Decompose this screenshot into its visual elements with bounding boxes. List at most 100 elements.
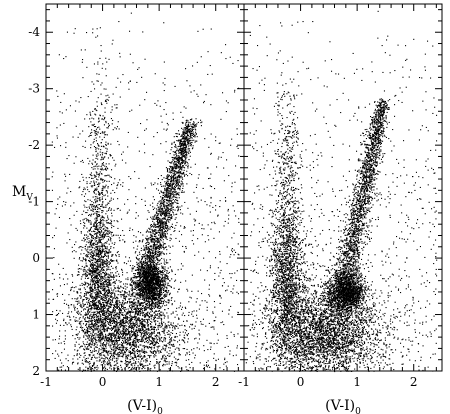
data-point xyxy=(80,223,82,225)
data-point xyxy=(153,355,155,357)
data-point xyxy=(81,329,83,331)
data-point xyxy=(120,349,122,351)
data-point xyxy=(71,298,73,300)
data-point xyxy=(100,311,102,313)
data-point xyxy=(147,281,149,283)
data-point xyxy=(127,367,129,369)
data-point xyxy=(102,272,104,274)
data-point xyxy=(175,310,177,312)
data-point xyxy=(67,354,69,356)
data-point xyxy=(165,282,167,284)
data-point xyxy=(164,329,166,331)
data-point xyxy=(143,287,145,289)
data-point xyxy=(116,259,118,261)
data-point xyxy=(144,302,146,304)
data-point xyxy=(99,321,101,323)
data-point xyxy=(158,286,160,288)
data-point xyxy=(202,323,204,325)
data-point xyxy=(140,285,142,287)
data-point xyxy=(135,286,137,288)
data-point xyxy=(129,335,131,337)
data-point xyxy=(132,340,134,342)
data-point xyxy=(104,288,106,290)
data-point xyxy=(89,249,91,251)
data-point xyxy=(156,265,158,267)
data-point xyxy=(131,341,133,343)
data-point xyxy=(160,291,162,293)
data-point xyxy=(104,364,106,366)
data-point xyxy=(136,320,138,322)
data-point xyxy=(94,212,96,214)
data-point xyxy=(147,296,149,298)
data-point xyxy=(100,318,102,320)
data-point xyxy=(130,361,132,363)
data-point xyxy=(118,344,120,346)
data-point xyxy=(89,257,91,259)
data-point xyxy=(163,277,165,279)
data-point xyxy=(89,311,91,313)
data-point xyxy=(140,260,142,262)
data-point xyxy=(95,325,97,327)
data-point xyxy=(99,232,101,234)
data-point xyxy=(124,307,126,309)
data-point xyxy=(131,358,133,360)
data-point xyxy=(93,272,95,274)
data-point xyxy=(149,279,151,281)
data-point xyxy=(157,342,159,344)
data-point xyxy=(158,279,160,281)
data-point xyxy=(88,191,90,193)
data-point xyxy=(131,278,133,280)
data-point xyxy=(168,302,170,304)
data-point xyxy=(131,311,133,313)
data-point xyxy=(142,256,144,258)
data-point xyxy=(68,322,70,324)
data-point xyxy=(112,328,114,330)
data-point xyxy=(141,328,143,330)
data-point xyxy=(132,350,134,352)
data-point xyxy=(147,287,149,289)
data-point xyxy=(145,345,147,347)
data-point xyxy=(111,296,113,298)
data-point xyxy=(98,238,100,240)
data-point xyxy=(86,301,88,303)
data-point xyxy=(79,268,81,270)
data-point xyxy=(135,335,137,337)
data-point xyxy=(120,321,122,323)
data-point xyxy=(99,280,101,282)
data-point xyxy=(116,304,118,306)
data-point xyxy=(89,350,91,352)
data-point xyxy=(153,263,155,265)
data-point xyxy=(130,369,132,371)
data-point xyxy=(129,322,131,324)
data-point xyxy=(138,326,140,328)
data-point xyxy=(142,260,144,262)
data-point xyxy=(97,340,99,342)
data-point xyxy=(153,298,155,300)
data-point xyxy=(140,333,142,335)
data-point xyxy=(113,278,115,280)
data-point xyxy=(161,358,163,360)
data-point xyxy=(122,329,124,331)
data-point xyxy=(129,337,131,339)
data-point xyxy=(153,326,155,328)
data-point xyxy=(109,262,111,264)
data-point xyxy=(154,265,156,267)
data-point xyxy=(126,325,128,327)
data-point xyxy=(138,284,140,286)
data-point xyxy=(155,288,157,290)
data-point xyxy=(159,292,161,294)
data-point xyxy=(140,364,142,366)
data-point xyxy=(151,271,153,273)
data-point xyxy=(130,323,132,325)
data-point xyxy=(110,350,112,352)
data-point xyxy=(98,339,100,341)
data-point xyxy=(145,288,147,290)
data-point xyxy=(124,339,126,341)
data-point xyxy=(145,289,147,291)
data-point xyxy=(153,347,155,349)
data-point xyxy=(107,275,109,277)
data-point xyxy=(82,303,84,305)
data-point xyxy=(147,282,149,284)
data-point xyxy=(146,297,148,299)
data-point xyxy=(159,272,161,274)
